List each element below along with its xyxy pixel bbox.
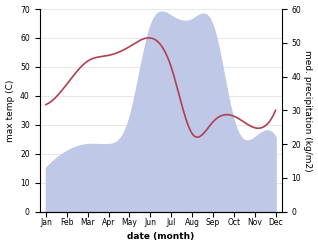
- X-axis label: date (month): date (month): [127, 232, 194, 242]
- Y-axis label: med. precipitation (kg/m2): med. precipitation (kg/m2): [303, 50, 313, 171]
- Y-axis label: max temp (C): max temp (C): [5, 79, 15, 142]
